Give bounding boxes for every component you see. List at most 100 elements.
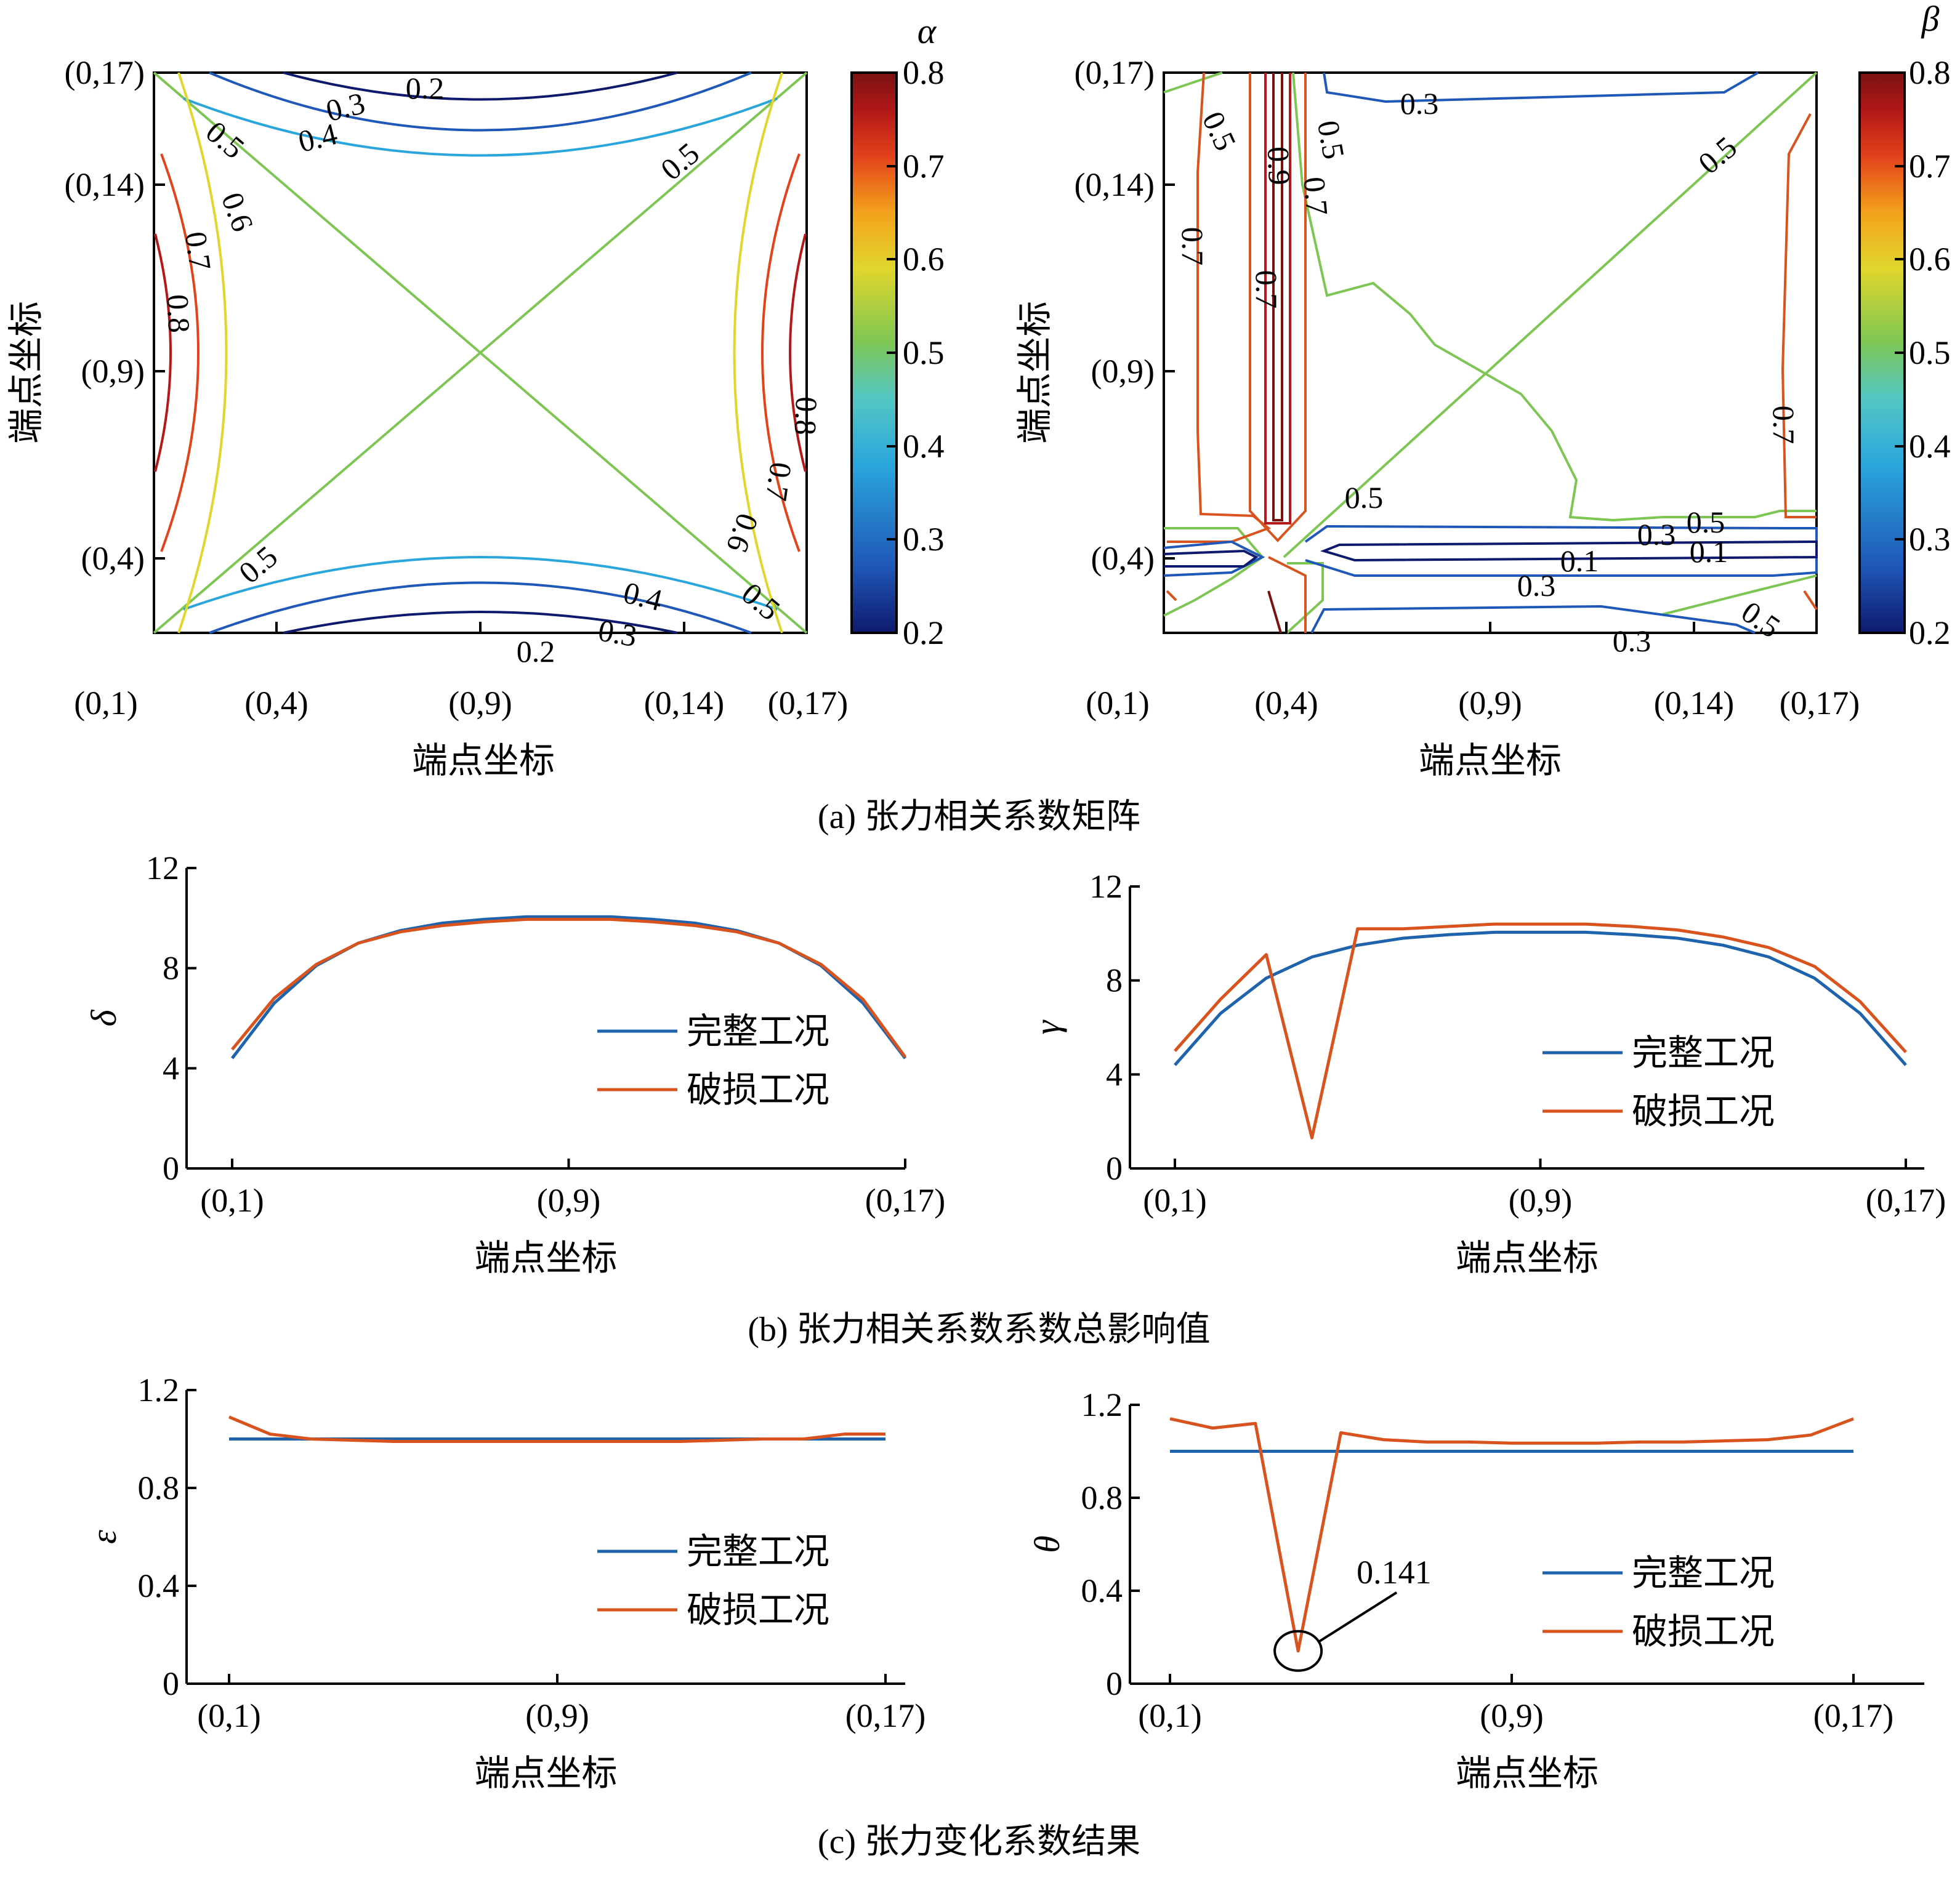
alpha-contour-0.2-bot [283,611,678,634]
epsilon-y-tick-0: 0 [163,1665,179,1702]
theta-y-tick-1: 0.4 [1081,1572,1123,1609]
beta-clabel-0.3-band: 0.3 [1637,517,1676,552]
beta-contour-0.95-col [1272,73,1283,521]
beta-contour-0.5-left [1163,527,1264,617]
beta-contour-0.7-col [1249,73,1307,542]
epsilon-x-label: 端点坐标 [474,1753,617,1793]
beta-x-tick-4: (0,17) [1780,685,1860,721]
theta-annotation-leader [1317,1591,1398,1644]
alpha-clabel-0.4-bot: 0.4 [620,575,666,617]
beta-clabel-0.7-left: 0.7 [1176,227,1210,266]
alpha-contour-0.8-right [789,233,807,472]
gamma-legend-label-0: 完整工况 [1632,1033,1775,1073]
alpha-x-tick-1: (0,4) [244,685,308,721]
beta-contour-0.7-bl [1166,590,1177,601]
alpha-contour-0.6-right [733,72,783,633]
beta-clabel-0.7-col-mid: 0.7 [1249,270,1284,309]
beta-clabel-0.5-left-top: 0.5 [1196,107,1243,156]
gamma-x-tick-2: (0,17) [1866,1182,1946,1219]
beta-cb-tick-0.2: 0.2 [1909,614,1951,651]
alpha-contour-0.5-diag2 [153,71,808,634]
beta-y-label: 端点坐标 [1015,301,1055,444]
beta-clabel-0.9-col: 0.9 [1261,146,1297,185]
alpha-clabel-0.6-left: 0.6 [215,188,260,236]
alpha-y-tick-2: (0,9) [81,353,145,390]
alpha-clabel-0.5-tl: 0.5 [200,114,251,165]
alpha-contour-0.3-bot [209,581,752,634]
beta-cb-tick-0.6: 0.6 [1909,241,1951,278]
epsilon-legend-label-0: 完整工况 [687,1532,829,1572]
beta-contour-0.7-left [1167,72,1272,543]
epsilon-y-label: ε [84,1530,124,1544]
beta-clabel-0.5-col: 0.5 [1311,118,1352,161]
gamma-y-label: γ [1027,1019,1067,1034]
beta-clabel-0.1-right: 0.1 [1690,534,1728,569]
alpha-clabel-0.8-left: 0.8 [161,294,196,333]
alpha-colorbar: α 0.8 0.7 0.6 0.5 0.4 0.3 0.2 [850,11,945,651]
beta-contour-0.1-leftband [1163,549,1259,568]
theta-legend-label-1: 破损工况 [1632,1612,1775,1652]
alpha-contour-0.7-left [160,153,200,552]
beta-contour-chart: 0.3 0.5 0.5 0.7 0.9 0.7 0.5 0.7 0.5 0.3 … [1015,0,1951,781]
beta-contour-0.5-diag [1283,71,1818,558]
beta-contour-0.7-right [1781,113,1817,518]
beta-clabel-0.1-center: 0.1 [1560,544,1599,578]
alpha-clabel-0.5-tr: 0.5 [654,135,706,187]
theta-legend-label-0: 完整工况 [1632,1553,1775,1593]
beta-cb-tick-0.8: 0.8 [1909,54,1951,91]
theta-series-1-line [1169,1417,1854,1653]
epsilon-legend-label-1: 破损工况 [687,1590,829,1630]
alpha-clabel-0.7-left: 0.7 [179,230,218,273]
beta-clabel-0.5-br: 0.5 [1735,594,1786,645]
gamma-x-tick-0: (0,1) [1143,1182,1206,1219]
theta-y-tick-3: 1.2 [1081,1386,1123,1423]
beta-colorbar-symbol: β [1921,0,1940,39]
beta-colorbar: β 0.8 0.7 0.6 0.5 0.4 0.3 0.2 [1858,0,1951,651]
alpha-y-tick-3: (0,4) [81,540,145,577]
delta-y-tick-1: 4 [163,1050,179,1087]
gamma-x-label: 端点坐标 [1456,1238,1599,1278]
alpha-cb-tick-0.3: 0.3 [903,521,945,558]
alpha-cb-tick-0.6: 0.6 [903,241,945,278]
beta-contour-0.3-top [1323,71,1759,103]
theta-x-tick-1: (0,9) [1480,1697,1543,1734]
alpha-contour-0.4-top [183,97,778,157]
beta-contour-0.3-leftband [1163,540,1265,577]
gamma-y-tick-0: 0 [1106,1150,1123,1187]
alpha-clabel-0.5-br: 0.5 [735,576,787,627]
beta-contour-0.5-bottom-right [1662,574,1817,616]
delta-x-label: 端点坐标 [474,1238,617,1278]
alpha-contour-0.2-top [283,71,678,101]
alpha-contour-0.4-bot [183,556,778,611]
alpha-clabel-0.7-right: 0.7 [759,460,799,504]
alpha-axis-ticks [154,183,685,633]
delta-y-tick-2: 8 [163,950,179,987]
beta-y-tick-0: (0,17) [1075,54,1155,91]
beta-cb-tick-0.3: 0.3 [1909,521,1951,558]
gamma-x-tick-1: (0,9) [1509,1182,1572,1219]
caption-b: (b) 张力相关系数系数总影响值 [748,1311,1210,1349]
delta-x-tick-1: (0,9) [537,1182,600,1219]
gamma-y-tick-3: 12 [1089,868,1123,905]
beta-clabel-0.7-right: 0.7 [1767,406,1801,444]
beta-contour-0.7-br [1803,590,1818,611]
alpha-clabel-0.4-top: 0.4 [295,116,341,159]
beta-contour-lines [1163,71,1818,634]
epsilon-y-tick-1: 0.4 [138,1567,180,1604]
theta-x-tick-2: (0,17) [1813,1697,1893,1734]
beta-contour-0.9-col [1264,73,1291,525]
alpha-x-tick-0: (0,1) [74,685,137,721]
alpha-cb-tick-0.8: 0.8 [903,54,945,91]
gamma-series-0-line [1174,930,1907,1066]
alpha-contour-0.7-right [761,153,801,552]
epsilon-x-tick-2: (0,17) [845,1697,926,1734]
beta-cb-tick-0.5: 0.5 [1909,334,1951,371]
delta-y-tick-0: 0 [163,1150,179,1187]
beta-contour-0.1-band [1320,541,1818,562]
beta-contour-0.7-lower [1268,556,1307,633]
